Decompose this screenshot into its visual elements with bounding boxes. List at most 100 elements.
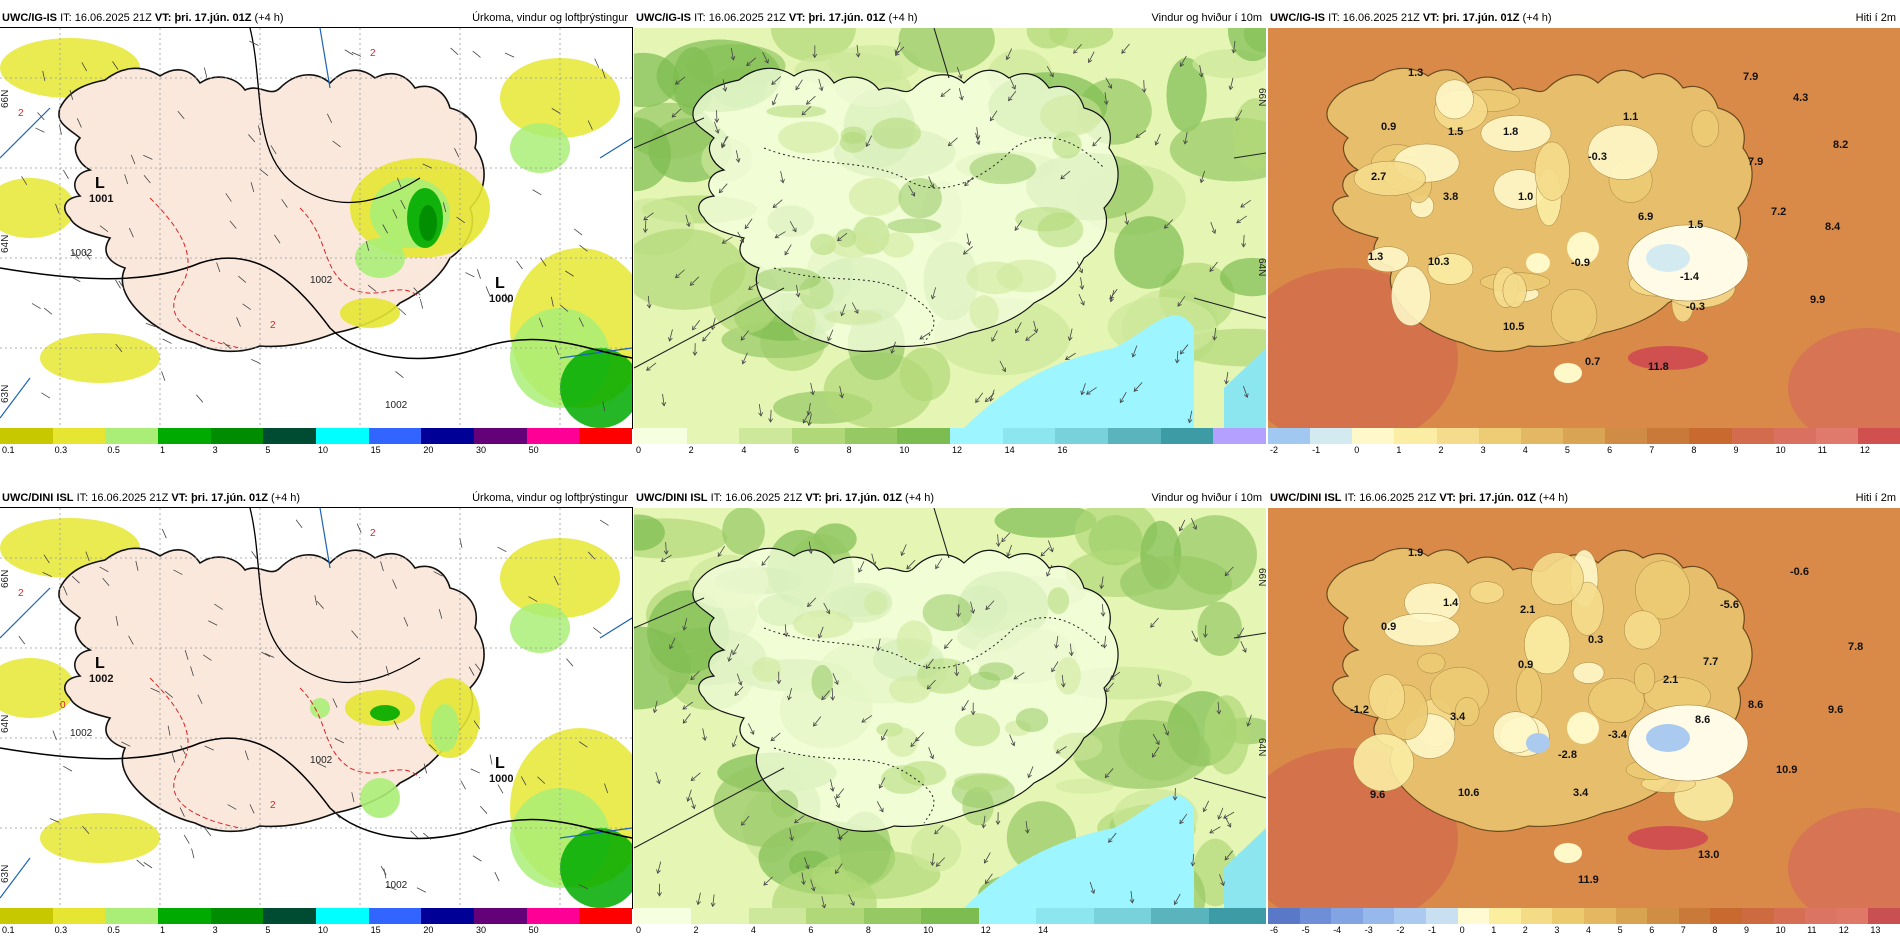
colorbar-label: 2 xyxy=(1522,925,1528,935)
colorbar-swatch xyxy=(1647,428,1690,444)
wind-arrowhead xyxy=(984,879,990,885)
wind-barb xyxy=(42,70,46,81)
wind-arrow xyxy=(958,88,963,100)
colorbar-label: 50 xyxy=(528,445,539,455)
wind-arrowhead xyxy=(900,551,905,557)
wind-arrow xyxy=(1013,672,1025,680)
colorbar-label: 4 xyxy=(741,445,747,455)
wind-arrow xyxy=(1015,322,1022,334)
temperature-value: 11.9 xyxy=(1578,874,1599,886)
wind-arrow xyxy=(1105,768,1114,778)
wind-arrow xyxy=(1179,519,1186,531)
glacier-area xyxy=(1567,232,1599,264)
map-area[interactable]: 1.3 7.9 4.3 0.9 1.5 1.8 1.1 8.2 2.7 -0.3 7.9 3.8 1.0… xyxy=(1268,28,1900,428)
wind-arrow xyxy=(1203,800,1210,812)
temperature-value: 3.4 xyxy=(1450,711,1466,723)
wind-arrowhead xyxy=(1212,336,1218,341)
wind-arrow xyxy=(647,295,650,308)
vt-label: VT: xyxy=(1422,12,1440,24)
wind-arrow xyxy=(643,212,654,221)
colorbar-swatch xyxy=(526,908,580,924)
wind-arrowhead xyxy=(1080,300,1085,306)
wind-arrowhead xyxy=(646,304,652,309)
wind-barb xyxy=(229,220,237,229)
wind-arrowhead xyxy=(795,85,800,91)
wind-arrow xyxy=(1191,630,1198,642)
wind-barb xyxy=(161,528,167,539)
wind-barb xyxy=(332,140,341,148)
wind-arrow xyxy=(901,544,907,556)
colorbar-label: 3 xyxy=(1554,925,1560,935)
colorbar-swatch xyxy=(1425,908,1458,924)
colorbar-label: 6 xyxy=(1607,445,1613,455)
colorbar-swatch xyxy=(1036,908,1094,924)
wind-arrowhead xyxy=(1174,359,1180,364)
wind-arrowhead xyxy=(989,397,994,402)
map-area[interactable]: 1.9 -0.6 1.4 2.1 -5.6 0.9 0.3 7.8 0.9 7.7 8.6 2.1 -1… xyxy=(1268,508,1900,908)
wind-barb xyxy=(380,561,384,572)
vt-label: VT: xyxy=(788,12,806,24)
wind-arrow xyxy=(877,638,881,651)
map-area[interactable]: 1002 1002 1002 2 2 2 0 L 1002 L 1000 66N 64N 63N xyxy=(0,507,633,909)
wind-arrow xyxy=(1025,332,1036,341)
colorbar-labels: 0.1 0.3 0.5 1 3 5 10 15 20 30 50 xyxy=(0,925,632,937)
wind-arrowhead xyxy=(957,74,963,79)
wind-arrowhead xyxy=(1013,675,1019,680)
wind-arrow xyxy=(748,723,754,735)
wind-arrowhead xyxy=(805,100,811,105)
wind-arrow xyxy=(832,673,839,685)
wind-speed-area xyxy=(1052,131,1082,159)
map-area[interactable]: 66N 64N xyxy=(634,508,1266,908)
colorbar-label: 5 xyxy=(1617,925,1623,935)
wind-arrowhead xyxy=(1202,633,1208,638)
colorbar-label: 30 xyxy=(476,925,487,935)
wind-arrow xyxy=(713,121,719,134)
wind-arrowhead xyxy=(1150,623,1155,628)
wind-barb xyxy=(344,49,354,56)
wind-barb xyxy=(578,741,588,748)
wind-arrow xyxy=(687,789,692,802)
temperature-area xyxy=(1691,109,1720,147)
wind-arrowhead xyxy=(690,776,696,782)
wind-arrow xyxy=(1133,382,1143,392)
wind-arrowhead xyxy=(1244,393,1249,399)
wind-arrow xyxy=(775,231,786,239)
temperature-value: 8.6 xyxy=(1748,699,1763,711)
wind-barb xyxy=(393,720,399,730)
wind-barb xyxy=(428,744,437,752)
longitude-line xyxy=(559,827,632,839)
wind-arrowhead xyxy=(657,892,662,897)
wind-arrowhead xyxy=(1008,96,1013,102)
colorbar-swatch xyxy=(921,908,979,924)
wind-arrowhead xyxy=(837,236,842,242)
wind-arrow xyxy=(1179,813,1188,824)
map-area[interactable]: 1002 1002 1002 2 2 2 L 1001 L 1000 66N 64N 63N xyxy=(0,27,633,429)
wind-arrowhead xyxy=(710,902,716,908)
wind-barb xyxy=(316,762,327,768)
wind-arrowhead xyxy=(774,234,780,239)
wind-arrow xyxy=(856,44,859,57)
wind-arrowhead xyxy=(935,862,941,867)
colorbar-labels: -6 -5 -4 -3 -2 -1 0 1 2 3 4 5 6 7 8 9 10 11 12 13 xyxy=(1268,925,1900,937)
wind-arrow xyxy=(1007,544,1012,557)
wind-barb xyxy=(76,118,82,128)
wind-arrow xyxy=(1180,344,1189,355)
wind-barb xyxy=(21,176,28,186)
wind-arrow xyxy=(1014,220,1023,231)
wind-arrowhead xyxy=(692,325,697,331)
wind-arrowhead xyxy=(984,397,990,403)
map-panel: UWC/DINI ISL IT: 16.06.2025 21Z VT: þri.… xyxy=(634,488,1266,948)
wind-arrow xyxy=(989,110,998,121)
map-area[interactable]: 66N 64N xyxy=(634,28,1266,428)
wind-arrow xyxy=(1233,40,1236,53)
temperature-value: 7.8 xyxy=(1848,641,1863,653)
colorbar-label: 14 xyxy=(1038,925,1049,935)
temperature-value: 2.7 xyxy=(1371,171,1386,183)
wind-barb xyxy=(167,725,171,736)
wind-barb xyxy=(41,392,51,399)
colorbar-swatch xyxy=(0,428,53,444)
colorbar-labels: 0.1 0.3 0.5 1 3 5 10 15 20 30 50 xyxy=(0,445,632,457)
wind-arrow xyxy=(761,555,770,566)
wind-arrow xyxy=(871,553,876,566)
wind-barb xyxy=(473,720,481,730)
